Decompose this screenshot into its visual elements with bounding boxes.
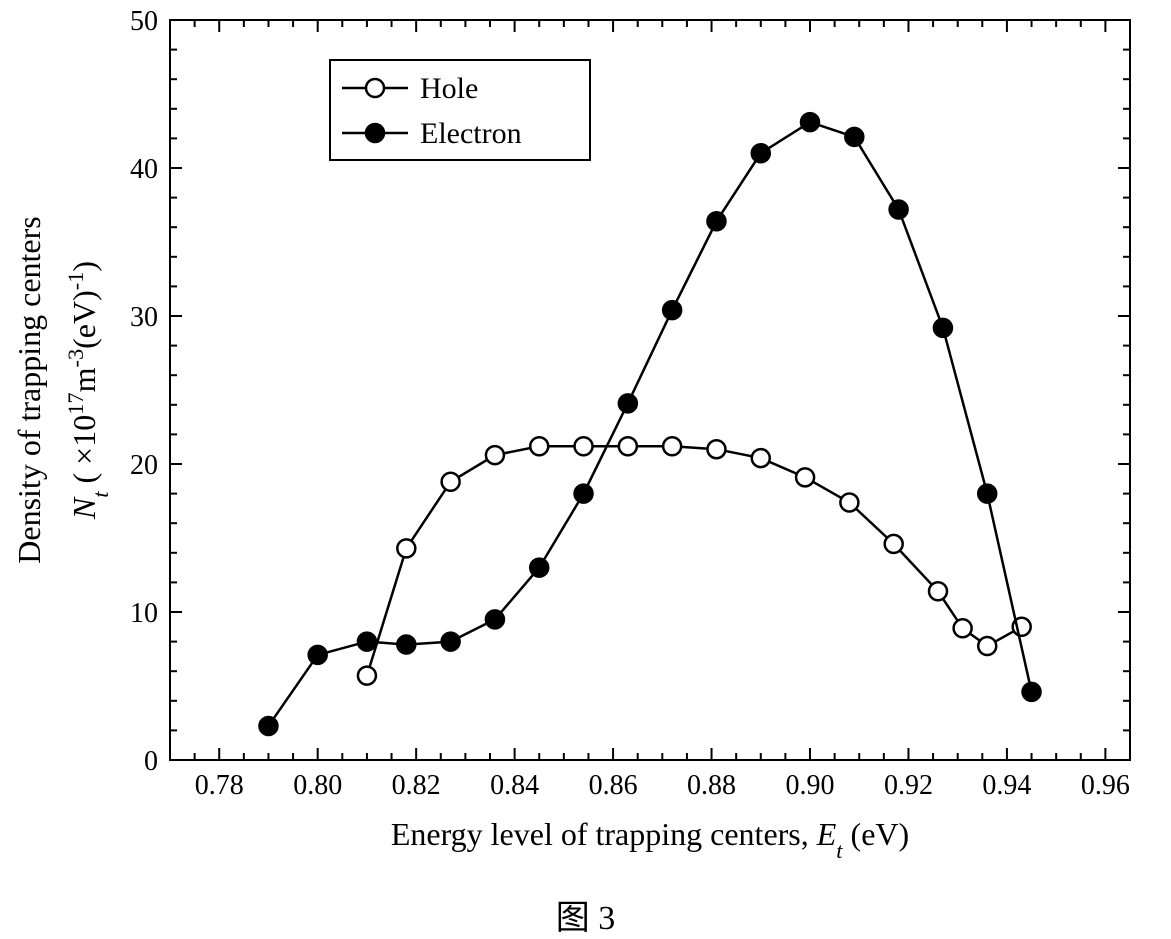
svg-text:Density of trapping centers: Density of trapping centers: [11, 216, 47, 563]
svg-text:0.84: 0.84: [490, 770, 539, 801]
svg-text:0.96: 0.96: [1081, 770, 1130, 801]
svg-text:0.78: 0.78: [195, 770, 244, 801]
chart-svg: 0.78 0.80 0.82 0.84 0.86 0.88 0.90 0.92 0.94 0.96…: [0, 0, 1171, 939]
svg-text:0.90: 0.90: [786, 770, 835, 801]
svg-text:0.86: 0.86: [589, 770, 638, 801]
figure-caption: 图 3: [0, 890, 1171, 939]
svg-text:0: 0: [144, 746, 158, 777]
svg-text:50: 50: [130, 6, 158, 37]
svg-text:0.82: 0.82: [392, 770, 441, 801]
svg-text:30: 30: [130, 302, 158, 333]
svg-text:0.94: 0.94: [982, 770, 1031, 801]
svg-text:40: 40: [130, 154, 158, 185]
svg-text:Electron: Electron: [420, 117, 522, 150]
svg-text:0.92: 0.92: [884, 770, 933, 801]
svg-text:Hole: Hole: [420, 72, 478, 105]
svg-text:20: 20: [130, 450, 158, 481]
svg-text:0.88: 0.88: [687, 770, 736, 801]
chart-container: 0.78 0.80 0.82 0.84 0.86 0.88 0.90 0.92 0.94 0.96…: [0, 0, 1171, 939]
svg-text:0.80: 0.80: [293, 770, 342, 801]
svg-text:10: 10: [130, 598, 158, 629]
